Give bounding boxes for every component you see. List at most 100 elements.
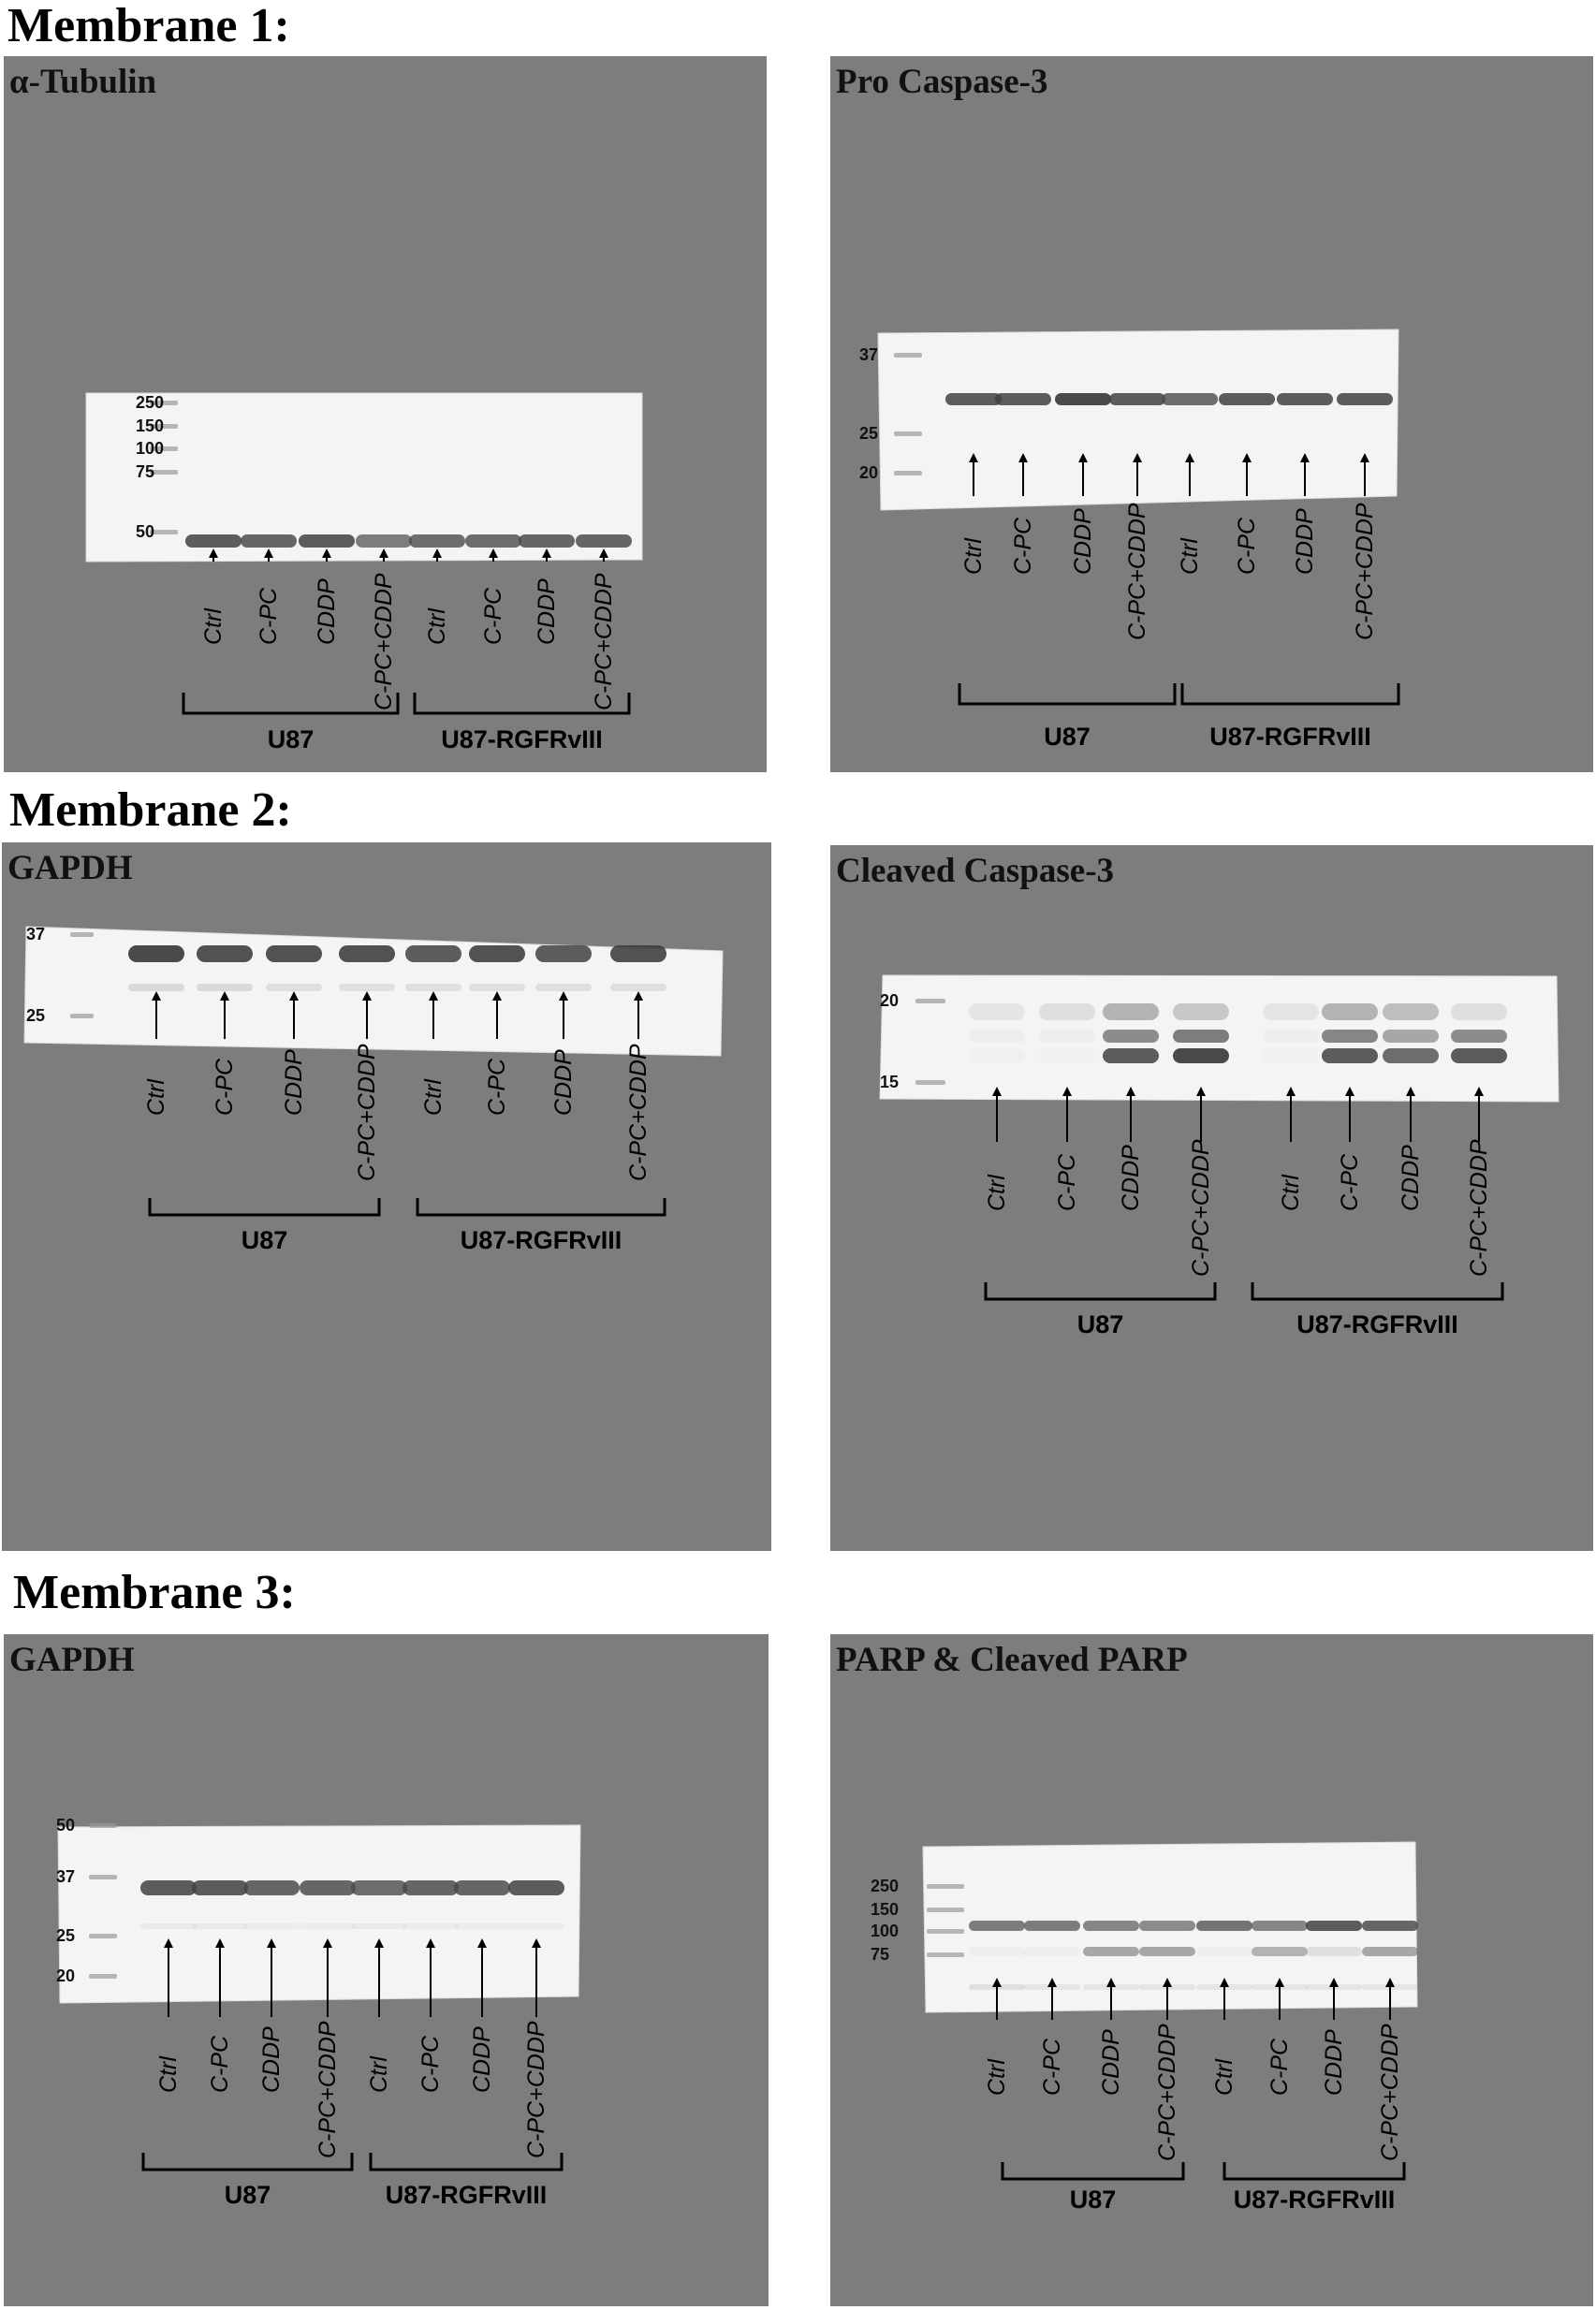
lane-label: CDDP [469,2026,495,2093]
protein-band [454,1880,510,1895]
cell-line-label: U87-RGFRvIII [1209,723,1371,751]
ladder-band [70,932,94,937]
protein-band [266,945,322,962]
ladder-band [150,424,178,429]
protein-band [969,1947,1025,1956]
protein-band [1039,1003,1095,1020]
group-bracket [148,1198,381,1217]
protein-band [197,984,253,991]
molecular-weight-marker: 250 [871,1877,900,1895]
protein-band [1173,1048,1229,1063]
lane-label: Ctrl [143,1079,169,1116]
lane-label: CDDP [1398,1145,1424,1211]
protein-band [192,1923,248,1929]
protein-band [1219,393,1275,405]
ladder-band [89,1974,117,1979]
protein-band [1252,1921,1308,1931]
protein-band [405,945,461,962]
lane-label: CDDP [1118,1145,1144,1211]
blot-membrane-strip [57,1824,581,2004]
protein-band [140,1923,197,1929]
protein-band [1306,1921,1362,1931]
lane-label: C-PC [1267,2038,1293,2096]
protein-band [465,534,521,548]
protein-band [1337,393,1393,405]
protein-band [128,984,184,991]
lane-label: C-PC+CDDP [625,1044,652,1181]
lane-label: C-PC+CDDP [591,573,617,710]
panel-cleaved-caspase-3: Cleaved Caspase-3 [830,845,1593,1551]
protein-band [128,945,184,962]
protein-band [1196,1921,1252,1931]
lane-label: C-PC [480,587,506,645]
protein-band [409,534,465,548]
protein-band [519,534,575,548]
protein-band [1173,1003,1229,1020]
lane-label: Ctrl [366,2056,392,2093]
lane-label: C-PC+CDDP [354,1044,380,1181]
protein-band [403,1923,459,1929]
molecular-weight-marker: 50 [56,1816,76,1835]
ladder-band [89,1823,117,1828]
protein-band [300,1923,356,1929]
lane-label: C-PC+CDDP [1124,503,1150,640]
lane-label: Ctrl [1211,2059,1237,2096]
protein-band [300,1880,356,1895]
ladder-band [927,1929,964,1934]
lane-label: C-PC [1054,1153,1080,1211]
protein-band [1383,1030,1439,1043]
protein-band [1103,1003,1159,1020]
protein-band [351,1923,407,1929]
lane-label: C-PC [1337,1153,1363,1211]
ladder-band [150,530,178,534]
protein-band [1263,1003,1319,1020]
protein-band [969,1048,1025,1063]
lane-label: CDDP [1292,508,1318,575]
protein-band [243,1923,300,1929]
cell-line-label: U87-RGFRvIII [1233,2186,1396,2214]
protein-band [535,945,592,962]
ladder-band [89,1934,117,1938]
molecular-weight-marker: 250 [136,393,165,412]
membrane-1-title: Membrane 1: [7,0,290,52]
molecular-weight-marker: 75 [871,1945,890,1964]
cell-line-label: U87 [1044,723,1091,751]
protein-band [192,1880,248,1895]
lane-label: Ctrl [424,608,450,645]
lane-label: Ctrl [960,538,987,575]
protein-band [185,534,242,548]
protein-band [1055,393,1111,405]
membrane-3-title: Membrane 3: [13,1566,296,1619]
molecular-weight-marker: 20 [859,463,879,482]
molecular-weight-marker: 25 [56,1926,76,1945]
lane-label: CDDP [534,578,560,645]
lane-label: C-PC [1039,2038,1065,2096]
molecular-weight-marker: 75 [136,462,155,481]
lane-label: C-PC+CDDP [1377,2024,1403,2161]
group-bracket [1180,683,1400,706]
protein-band [1162,393,1218,405]
molecular-weight-marker: 37 [859,345,879,364]
protein-band [241,534,297,548]
cell-line-label: U87-RGFRvIII [460,1226,622,1254]
panel-title: α-Tubulin [9,63,157,101]
ladder-band [927,1952,964,1957]
protein-band [1173,1030,1229,1043]
protein-band [1383,1048,1439,1063]
protein-band [243,1880,300,1895]
protein-band [1362,1921,1418,1931]
ladder-band [150,470,178,475]
protein-band [1024,1947,1080,1956]
protein-band [1109,393,1165,405]
lane-label: C-PC [256,587,282,645]
protein-band [1383,1003,1439,1020]
molecular-weight-marker: 100 [871,1922,900,1940]
lane-label: C-PC+CDDP [371,573,397,710]
ladder-band [915,1080,945,1085]
lane-label: CDDP [550,1049,577,1116]
lane-label: C-PC [207,2035,233,2093]
molecular-weight-marker: 37 [26,925,46,943]
protein-band [1139,1947,1195,1956]
protein-band [339,984,395,991]
protein-band [1039,1030,1095,1043]
